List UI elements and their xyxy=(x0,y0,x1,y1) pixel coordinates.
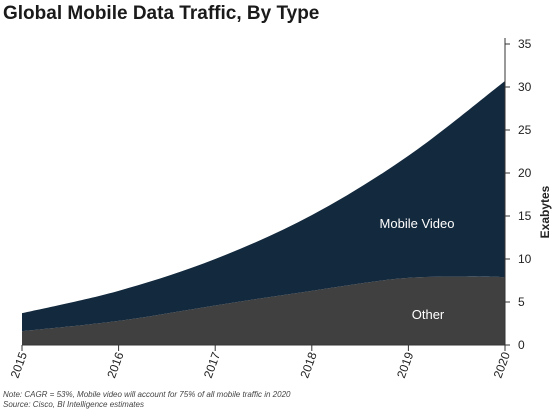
area-labels: Mobile Video Other xyxy=(380,216,455,322)
x-tick-label: 2018 xyxy=(297,350,319,380)
y-tick-label: 35 xyxy=(518,37,532,51)
y-tick-label: 30 xyxy=(518,80,532,94)
note-text: Note: CAGR = 53%, Mobile video will acco… xyxy=(3,390,291,399)
label-other: Other xyxy=(412,307,445,322)
y-axis-title: Exabytes xyxy=(538,185,552,238)
y-tick-label: 5 xyxy=(518,295,525,309)
area-other xyxy=(22,276,505,345)
y-tick-label: 10 xyxy=(518,252,532,266)
x-tick-label: 2016 xyxy=(104,350,126,380)
x-tick-label: 2019 xyxy=(394,350,416,380)
x-tick-label: 2020 xyxy=(491,350,513,380)
x-axis: 2015 2016 2017 2018 2019 2020 xyxy=(8,344,513,380)
y-tick-label: 0 xyxy=(518,338,525,352)
x-tick-label: 2015 xyxy=(8,350,30,380)
y-tick-label: 15 xyxy=(518,209,532,223)
x-tick-label: 2017 xyxy=(201,350,223,380)
area-layer xyxy=(22,80,505,345)
y-tick-label: 20 xyxy=(518,166,532,180)
source-text: Source: Cisco, BI Intelligence estimates xyxy=(3,400,144,409)
y-axis: 0 5 10 15 20 25 30 35 Exabytes xyxy=(504,37,552,352)
y-tick-label: 25 xyxy=(518,123,532,137)
chart-title: Global Mobile Data Traffic, By Type xyxy=(3,3,320,24)
label-mobile-video: Mobile Video xyxy=(380,216,455,231)
area-mobile-video xyxy=(22,80,505,332)
chart-notes: Note: CAGR = 53%, Mobile video will acco… xyxy=(3,390,290,410)
